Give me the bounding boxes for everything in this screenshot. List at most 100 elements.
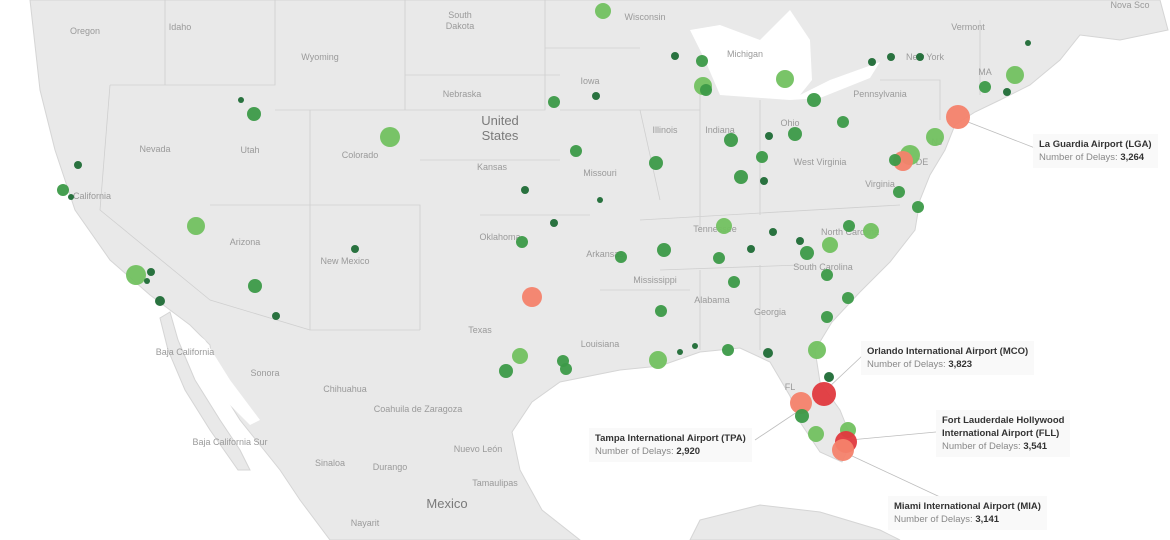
airport-marker[interactable] [57,184,69,196]
airport-marker[interactable] [946,105,970,129]
airport-marker[interactable] [807,93,821,107]
airport-marker[interactable] [800,246,814,260]
place-label: Nevada [139,144,170,154]
airport-marker[interactable] [512,348,528,364]
place-label: California [73,191,111,201]
airport-marker[interactable] [570,145,582,157]
airport-marker[interactable] [769,228,777,236]
airport-marker[interactable] [700,84,712,96]
place-label: Tamaulipas [472,478,518,488]
airport-marker[interactable] [821,269,833,281]
airport-marker[interactable] [808,426,824,442]
airport-marker[interactable] [187,217,205,235]
airport-marker[interactable] [248,279,262,293]
airport-marker[interactable] [595,3,611,19]
airport-marker[interactable] [843,220,855,232]
airport-marker[interactable] [649,156,663,170]
metric-label: Number of Delays: [1039,152,1118,163]
airport-marker[interactable] [760,177,768,185]
airport-marker[interactable] [68,194,74,200]
gulf-of-california [170,312,260,425]
airport-marker[interactable] [74,161,82,169]
airport-marker[interactable] [893,186,905,198]
airport-marker[interactable] [916,53,924,61]
airport-marker[interactable] [615,251,627,263]
airport-marker[interactable] [499,364,513,378]
airport-marker[interactable] [822,237,838,253]
airport-marker[interactable] [380,127,400,147]
place-label: New York [906,52,945,62]
airport-marker[interactable] [863,223,879,239]
airport-marker[interactable] [272,312,280,320]
airport-marker[interactable] [788,127,802,141]
airport-marker[interactable] [790,392,812,414]
airport-marker[interactable] [926,128,944,146]
airport-marker[interactable] [147,268,155,276]
airport-marker[interactable] [238,97,244,103]
airport-marker[interactable] [763,348,773,358]
airport-marker[interactable] [548,96,560,108]
airport-marker[interactable] [747,245,755,253]
airport-marker[interactable] [765,132,773,140]
airport-marker[interactable] [887,53,895,61]
airport-marker[interactable] [126,265,146,285]
airport-marker[interactable] [842,292,854,304]
annotation-leader-line [849,454,941,498]
airport-marker[interactable] [832,439,854,461]
airport-marker[interactable] [560,363,572,375]
delay-count: 2,920 [676,446,701,457]
country-label: Mexico [426,496,467,511]
airport-marker[interactable] [1006,66,1024,84]
airport-marker[interactable] [734,170,748,184]
airport-marker[interactable] [868,58,876,66]
airport-marker[interactable] [824,372,834,382]
airport-marker[interactable] [912,201,924,213]
airport-marker[interactable] [655,305,667,317]
airport-marker[interactable] [756,151,768,163]
place-label: Baja California Sur [192,437,267,447]
airport-marker[interactable] [696,55,708,67]
place-label: Wisconsin [624,12,665,22]
airport-marker[interactable] [716,218,732,234]
airport-marker[interactable] [550,219,558,227]
airport-marker[interactable] [521,186,529,194]
airport-marker[interactable] [713,252,725,264]
airport-marker[interactable] [592,92,600,100]
airport-marker[interactable] [808,341,826,359]
airport-marker[interactable] [144,278,150,284]
airport-marker[interactable] [155,296,165,306]
airport-marker[interactable] [1025,40,1031,46]
annotation-leader-line [849,431,937,441]
airport-marker[interactable] [692,343,698,349]
airport-marker[interactable] [889,154,901,166]
metric-label: Number of Delays: [942,441,1021,452]
place-label: Indiana [705,125,735,135]
airport-marker[interactable] [979,81,991,93]
airport-marker[interactable] [522,287,542,307]
airport-marker[interactable] [657,243,671,257]
airport-marker[interactable] [776,70,794,88]
annotation-tpa: Tampa International Airport (TPA) Number… [589,428,752,462]
airport-marker[interactable] [724,133,738,147]
airport-marker[interactable] [677,349,683,355]
airport-marker[interactable] [516,236,528,248]
annotation-fll: Fort Lauderdale Hollywood International … [936,410,1071,457]
airport-marker[interactable] [597,197,603,203]
airport-marker[interactable] [796,237,804,245]
baja-peninsula [159,311,251,471]
airport-marker[interactable] [671,52,679,60]
airport-marker[interactable] [812,382,836,406]
place-label: Idaho [169,22,192,32]
airport-marker[interactable] [821,311,833,323]
airport-marker[interactable] [728,276,740,288]
airport-marker[interactable] [722,344,734,356]
airport-marker[interactable] [795,409,809,423]
airport-marker[interactable] [649,351,667,369]
airport-marker[interactable] [351,245,359,253]
airport-marker[interactable] [1003,88,1011,96]
airport-marker[interactable] [837,116,849,128]
delay-count: 3,541 [1023,441,1048,452]
place-label: North Carolina [821,227,879,237]
airport-marker[interactable] [247,107,261,121]
